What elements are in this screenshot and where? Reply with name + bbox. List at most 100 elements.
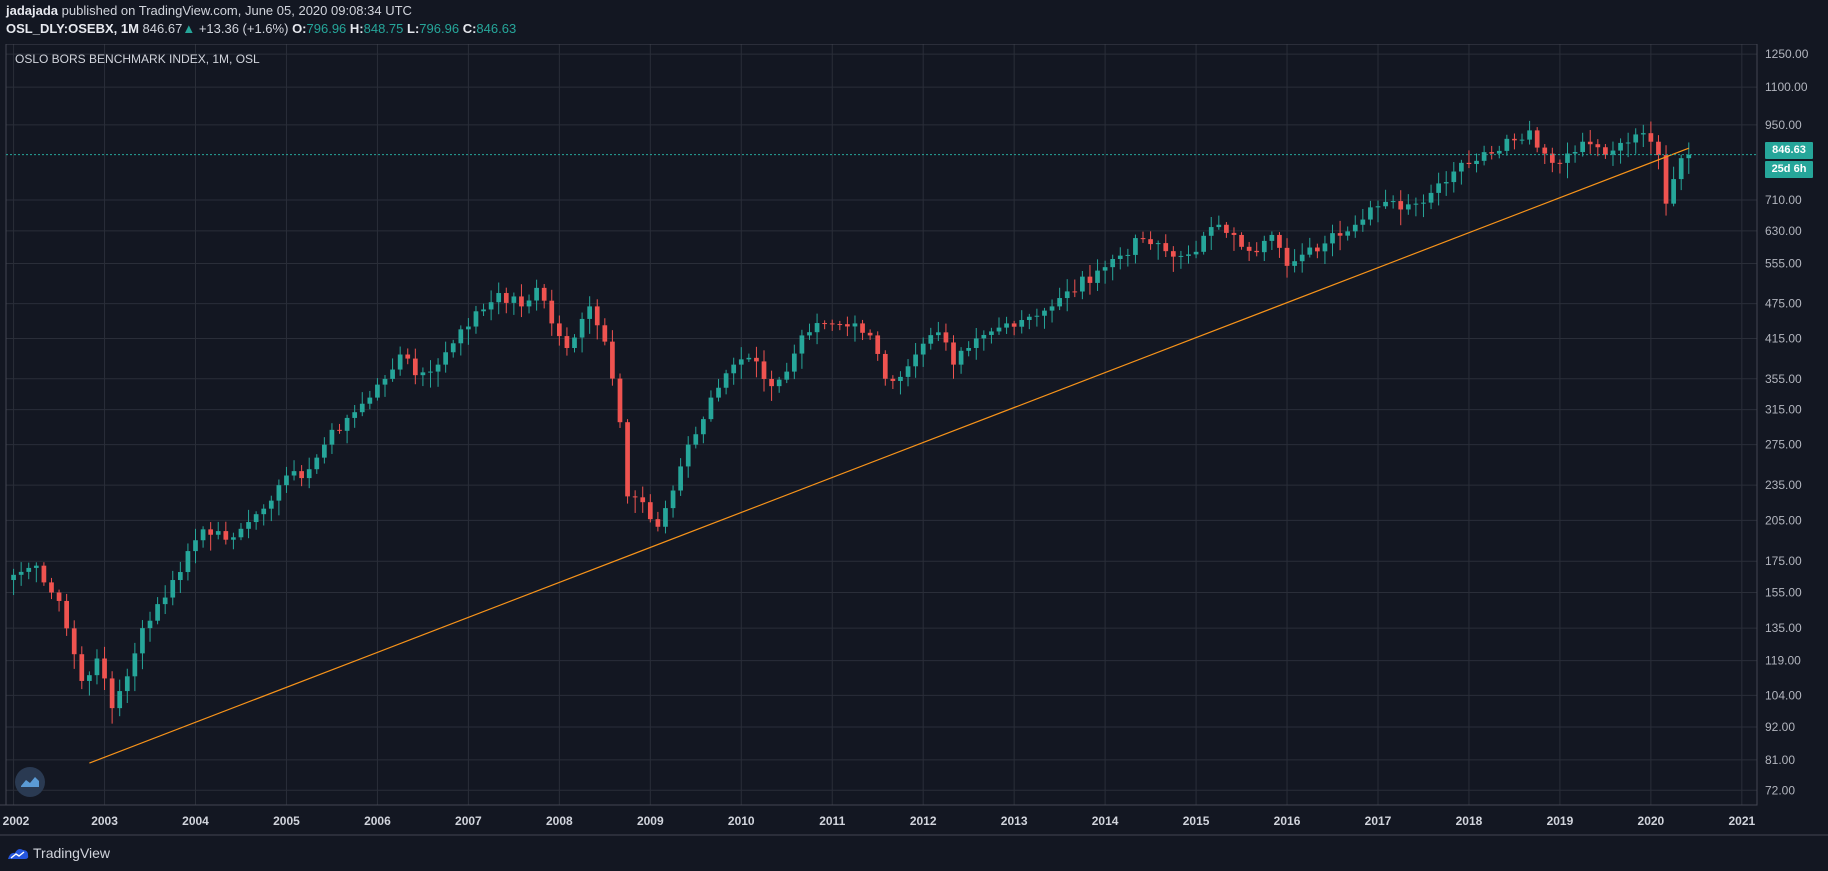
price-tick-label: 315.00 [1765, 403, 1802, 417]
candle-body [1671, 179, 1676, 204]
candle-body [1595, 144, 1601, 148]
candle-body [481, 309, 486, 312]
candle-body [488, 302, 494, 310]
candle-body [701, 419, 706, 435]
candle-body [526, 300, 532, 307]
candle-body [1352, 224, 1358, 232]
candle-body [291, 471, 297, 476]
candle-body [647, 502, 653, 520]
candle-body [1368, 207, 1373, 220]
price-tick-label: 81.00 [1765, 753, 1795, 767]
price-tick-label: 630.00 [1765, 224, 1802, 238]
candle-body [572, 337, 577, 348]
candle-body [973, 338, 979, 348]
candle-body [1034, 315, 1040, 317]
candle-body [1580, 141, 1586, 153]
candle-body [655, 519, 661, 527]
candle-body [87, 675, 92, 681]
price-tick-label: 415.00 [1765, 331, 1802, 345]
candle-body [117, 691, 123, 709]
candle-body [1201, 235, 1207, 252]
candle-body [155, 604, 160, 621]
candle-body [64, 600, 69, 629]
candle-body [200, 529, 206, 541]
candle-body [1148, 239, 1153, 245]
time-tick-label: 2019 [1547, 814, 1574, 828]
candle-body [1656, 141, 1661, 156]
candle-body [1345, 231, 1351, 236]
candle-body [1405, 204, 1411, 210]
candle-body [890, 378, 896, 381]
time-axis[interactable]: 2002 2003 2004 2005 2006 2007 2008 2009 2010 2011… [0, 804, 1828, 836]
candle-body [1254, 250, 1260, 253]
candle-body [140, 628, 145, 654]
candle-body [185, 551, 191, 573]
tradingview-logo-icon[interactable] [6, 846, 30, 862]
low-value: 796.96 [419, 21, 460, 36]
candle-body [420, 372, 426, 376]
author-name[interactable]: jadajada [6, 3, 59, 18]
time-tick-label: 2008 [546, 814, 573, 828]
candle-body [18, 571, 24, 575]
candle-body [670, 490, 676, 509]
candle-body [564, 336, 570, 348]
candle-body [860, 323, 865, 333]
publish-line: jadajada published on TradingView.com, J… [6, 3, 412, 18]
candle-body [1208, 227, 1214, 236]
candle-body [268, 500, 274, 509]
candle-body [663, 508, 668, 527]
candle-body [1519, 139, 1525, 141]
price-tick-label: 72.00 [1765, 783, 1795, 797]
candle-body [1193, 251, 1199, 255]
current-price-badge: 846.63 [1765, 142, 1813, 159]
trendline[interactable] [89, 147, 1689, 764]
candle-body [79, 654, 85, 681]
candle-body [56, 592, 62, 601]
candle-body [913, 354, 918, 367]
bar-countdown-badge: 25d 6h [1765, 161, 1813, 178]
candle-body [435, 364, 441, 372]
change-up-icon: ▲ [182, 21, 196, 36]
candle-body [1618, 142, 1623, 151]
candle-body [723, 373, 729, 388]
candle-body [1436, 183, 1441, 193]
candle-body [276, 485, 282, 501]
time-tick-label: 2003 [91, 814, 118, 828]
candle-body [1504, 138, 1510, 151]
candle-body [11, 574, 16, 581]
candle-body [852, 323, 858, 327]
candle-body [1648, 133, 1654, 142]
candle-body [367, 397, 373, 404]
candle-body [602, 325, 608, 342]
candle-body [1534, 130, 1540, 148]
candle-body [1072, 291, 1078, 293]
candle-body [754, 357, 759, 362]
candle-body [845, 324, 850, 327]
candle-body [1360, 219, 1366, 225]
candle-body [1557, 162, 1563, 164]
candle-body [898, 376, 903, 381]
candle-body [1231, 232, 1237, 235]
candle-body [617, 378, 623, 423]
price-tick-label: 1250.00 [1765, 47, 1809, 61]
candle-body [1239, 234, 1244, 247]
symbol-name[interactable]: OSL_DLY:OSEBX, 1M [6, 21, 139, 36]
candle-body [685, 444, 691, 467]
candle-body [473, 311, 479, 327]
candle-body [837, 324, 843, 326]
candle-body [1466, 162, 1472, 165]
candle-body [541, 287, 547, 301]
candle-body [610, 341, 615, 379]
candle-body [1428, 192, 1434, 203]
candle-body [412, 358, 418, 376]
candle-body [1633, 134, 1639, 143]
candle-body [496, 293, 502, 303]
candle-body [579, 318, 585, 338]
price-tick-label: 555.00 [1765, 257, 1802, 271]
candle-body [1019, 320, 1025, 327]
candle-body [1011, 323, 1017, 327]
candle-body [1178, 255, 1184, 257]
candle-body [450, 343, 456, 353]
tradingview-brand[interactable]: TradingView [33, 845, 111, 861]
